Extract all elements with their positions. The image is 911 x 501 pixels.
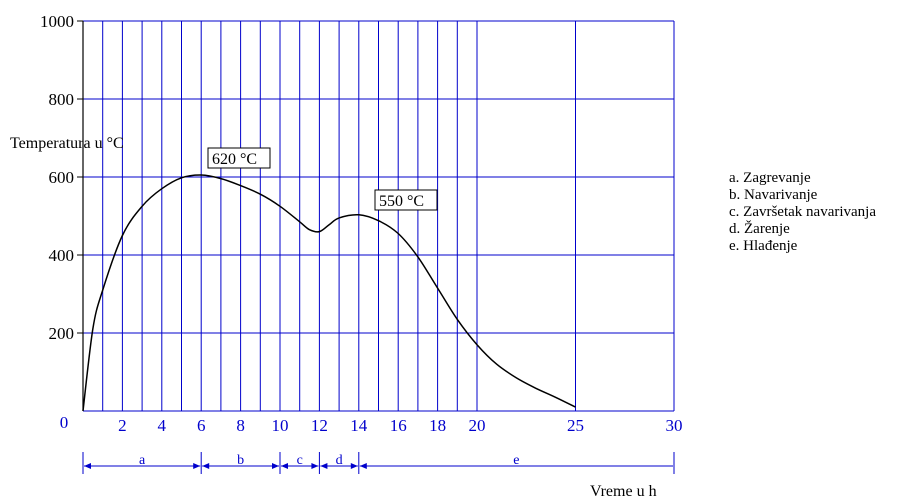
y-tick-label: 800 <box>49 90 75 109</box>
annotation-box: 620 °C <box>207 147 271 169</box>
phase-arrow-left <box>320 463 328 469</box>
annotation-label: 620 °C <box>212 151 257 168</box>
y-tick-label: 600 <box>49 168 75 187</box>
phase-arrow-right <box>311 463 319 469</box>
x-tick-label: 6 <box>197 416 206 435</box>
grid <box>83 20 675 411</box>
y-tick-label: 200 <box>49 324 75 343</box>
phase-label: d <box>336 453 343 468</box>
phase-label: c <box>297 453 303 468</box>
temperature-curve <box>82 174 576 412</box>
x-tick-label: 25 <box>567 416 584 435</box>
x-tick-label: 2 <box>118 416 127 435</box>
legend-item-c: c. Završetak navarivanja <box>729 204 877 220</box>
x-axis-label: Vreme u h <box>590 483 657 500</box>
y-tick-label: 1000 <box>40 12 74 31</box>
phase-arrow-left <box>359 463 367 469</box>
series-layer <box>82 174 576 412</box>
legend: a. Zagrevanje b. Navarivanje c. Završeta… <box>729 170 876 255</box>
x-tick-label: 18 <box>429 416 446 435</box>
tick-labels: 1000 800 600 400 200 0 2 4 6 8 10 12 14 16 18 20 25 30 <box>40 12 683 435</box>
phase-bar: a b c d e <box>82 452 675 474</box>
legend-item-b: b. Navarivanje <box>729 187 818 203</box>
annotation-box: 550 °C <box>374 189 438 211</box>
legend-item-d: d. Žarenje <box>729 221 790 237</box>
phase-arrow-right <box>350 463 358 469</box>
phase-arrow-right <box>272 463 279 469</box>
phase-label: b <box>237 453 244 468</box>
x-tick-label: 4 <box>158 416 167 435</box>
x-tick-label: 8 <box>236 416 245 435</box>
x-tick-label: 16 <box>390 416 407 435</box>
annotation-frame <box>207 147 271 169</box>
phase-label: e <box>513 453 519 468</box>
legend-item-e: e. Hlađenje <box>729 238 798 254</box>
phase-arrow-left <box>281 463 288 469</box>
annotation-label: 550 °C <box>379 193 424 210</box>
y-axis-label: Temperatura u °C <box>10 135 124 152</box>
x-tick-label: 0 <box>60 413 69 432</box>
phase-arrow-left <box>202 463 210 469</box>
x-tick-label: 14 <box>350 416 368 435</box>
x-tick-label: 10 <box>272 416 289 435</box>
annotations: 620 °C 550 °C <box>207 147 438 211</box>
x-tick-label: 30 <box>666 416 683 435</box>
phase-arrow-left <box>84 463 91 469</box>
axes <box>77 20 674 412</box>
legend-item-a: a. Zagrevanje <box>729 170 811 186</box>
annotation-frame <box>374 189 438 211</box>
phase-arrow-right <box>193 463 201 469</box>
x-tick-label: 20 <box>469 416 486 435</box>
y-tick-label: 400 <box>49 246 75 265</box>
phase-label: a <box>139 453 146 468</box>
x-tick-label: 12 <box>311 416 328 435</box>
